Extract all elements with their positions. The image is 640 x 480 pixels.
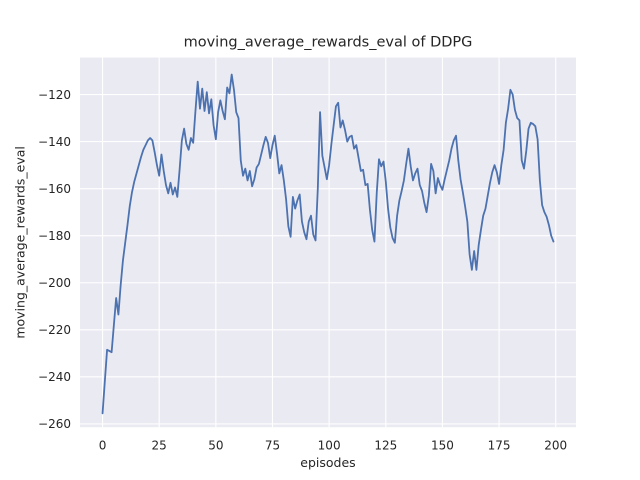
x-tick-labels: 0 25 50 75 100 125 150 175 200 (99, 439, 567, 453)
chart-title: moving_average_rewards_eval of DDPG (184, 35, 473, 51)
x-tick-label: 100 (318, 439, 341, 453)
y-tick-label: −220 (38, 323, 71, 337)
x-tick-label: 0 (99, 439, 107, 453)
x-axis-label: episodes (300, 455, 355, 470)
y-tick-label: −160 (38, 182, 71, 196)
x-tick-label: 50 (208, 439, 223, 453)
x-tick-label: 25 (152, 439, 167, 453)
y-tick-labels: −120 −140 −160 −180 −200 −220 −240 −260 (38, 88, 71, 431)
y-tick-label: −240 (38, 370, 71, 384)
reward-line-group (101, 73, 555, 415)
x-tick-label: 175 (488, 439, 511, 453)
y-tick-label: −120 (38, 88, 71, 102)
x-tick-label: 125 (374, 439, 397, 453)
y-tick-label: −140 (38, 135, 71, 149)
x-tick-label: 75 (265, 439, 280, 453)
y-tick-label: −180 (38, 229, 71, 243)
x-tick-label: 200 (544, 439, 567, 453)
reward-line (101, 73, 555, 415)
y-tick-label: −200 (38, 276, 71, 290)
x-tick-label: 150 (431, 439, 454, 453)
y-axis-label: moving_average_rewards_eval (13, 146, 28, 339)
y-tick-label: −260 (38, 417, 71, 431)
gridlines (80, 57, 576, 428)
plot-area (80, 57, 576, 428)
